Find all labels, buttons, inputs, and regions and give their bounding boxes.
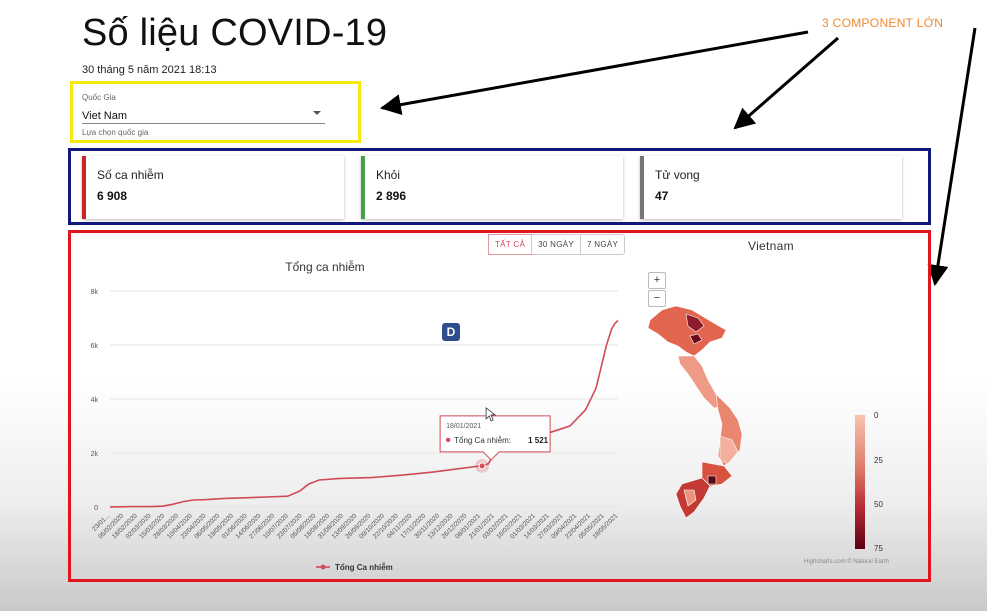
y-tick-label: 2k: [91, 451, 99, 458]
map-region-hcmc[interactable]: [707, 475, 717, 485]
tooltip-box: [439, 415, 551, 461]
total-cases-line-chart[interactable]: Tổng ca nhiễm02k4k6k8k23/01...05/02/2020…: [80, 255, 625, 580]
stat-card-recovered: Khỏi 2 896: [361, 156, 623, 219]
country-select-value: Viet Nam: [82, 110, 128, 122]
tooltip-series-label: Tổng Ca nhiễm:: [454, 436, 511, 445]
stat-card-deaths: Tử vong 47: [640, 156, 902, 219]
annotation-label: 3 COMPONENT LỚN: [822, 16, 944, 30]
highlight-frame-country-select: [70, 81, 361, 143]
stat-card-value: 2 896: [376, 189, 407, 203]
map-region-north[interactable]: [647, 305, 727, 357]
stat-card-label: Khỏi: [376, 168, 401, 182]
map-title: Vietnam: [748, 239, 794, 253]
map-region-hanoi[interactable]: [689, 333, 703, 345]
map-zoom-in-button[interactable]: +: [648, 272, 666, 289]
range-button-all[interactable]: TẤT CẢ: [488, 234, 533, 255]
map-color-axis: [855, 415, 865, 549]
legend-marker: [320, 564, 326, 570]
range-button-7-days[interactable]: 7 NGÀY: [580, 235, 624, 254]
last-updated-timestamp: 30 tháng 5 năm 2021 18:13: [82, 64, 217, 76]
highlight-frame-stat-cards: [68, 148, 931, 225]
stat-card-value: 6 908: [97, 189, 128, 203]
vietnam-choropleth-map[interactable]: [640, 300, 750, 522]
country-select-label: Quốc Gia: [82, 93, 116, 102]
y-tick-label: 4k: [91, 397, 99, 404]
map-zoom-out-button[interactable]: −: [648, 290, 666, 307]
map-credits: Highcharts.com © Natural Earth: [804, 559, 889, 565]
color-axis-label: 0: [874, 411, 879, 420]
stat-card-label: Tử vong: [655, 168, 700, 182]
legend-label: Tổng Ca nhiễm: [335, 563, 393, 572]
time-range-selector: TẤT CẢ 30 NGÀY 7 NGÀY: [488, 234, 626, 255]
color-axis-label: 75: [874, 544, 883, 553]
tooltip-marker: [445, 437, 451, 443]
mouse-cursor-icon: [485, 407, 497, 422]
y-tick-label: 0: [94, 505, 98, 512]
stat-card-label: Số ca nhiễm: [97, 168, 164, 182]
map-region-mekong-light[interactable]: [683, 489, 697, 507]
tooltip-value: 1 521: [528, 436, 549, 445]
color-axis-label: 50: [874, 500, 883, 509]
hover-point: [478, 462, 486, 470]
series-line-total-cases: [109, 319, 619, 508]
app-badge-icon[interactable]: D: [442, 323, 460, 341]
chevron-down-icon[interactable]: [313, 111, 321, 115]
y-tick-label: 8k: [91, 289, 99, 296]
stat-card-infected: Số ca nhiễm 6 908: [82, 156, 344, 219]
range-button-30-days[interactable]: 30 NGÀY: [531, 235, 580, 254]
stat-card-value: 47: [655, 189, 669, 203]
highlight-frame-charts: [68, 230, 931, 582]
map-region-north-dark[interactable]: [685, 313, 705, 333]
country-select[interactable]: Quốc Gia Viet Nam Lựa chọn quốc gia: [82, 93, 325, 137]
tooltip-date: 18/01/2021: [446, 423, 481, 430]
chart-title: Tổng ca nhiễm: [285, 259, 364, 274]
y-tick-label: 6k: [91, 343, 99, 350]
map-region-highlands[interactable]: [719, 435, 739, 465]
country-select-helper-text: Lựa chọn quốc gia: [82, 128, 149, 137]
country-select-field[interactable]: Viet Nam: [82, 106, 325, 124]
color-axis-label: 25: [874, 456, 883, 465]
page-title: Số liệu COVID-19: [82, 12, 388, 54]
